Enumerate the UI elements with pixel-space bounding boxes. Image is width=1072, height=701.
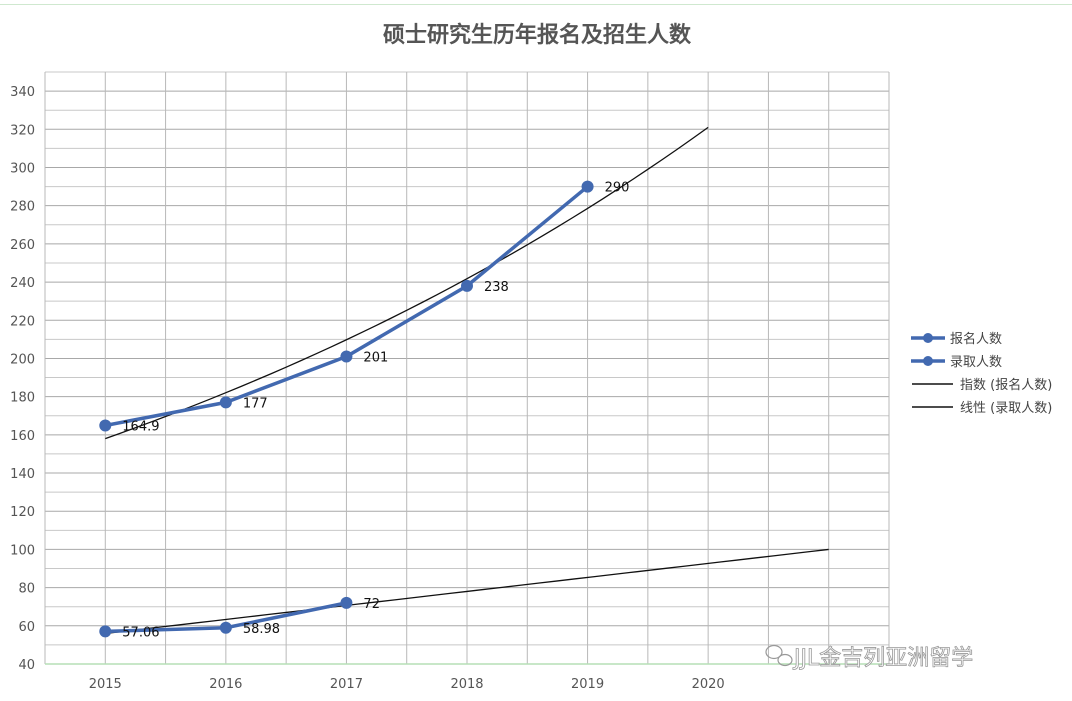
data-point	[219, 621, 232, 634]
wechat-icon	[765, 644, 793, 667]
data-label: 177	[243, 396, 268, 411]
data-label: 57.06	[122, 625, 159, 640]
x-tick-label: 2016	[209, 677, 242, 692]
top-border	[0, 4, 1072, 5]
y-tick-label: 180	[10, 391, 35, 406]
y-tick-label: 280	[10, 200, 35, 215]
trendlines	[105, 126, 829, 635]
watermark: JJL金吉列亚洲留学	[765, 644, 974, 671]
series: 164.9 177 201 238 290 57.06 58.98 72	[99, 180, 630, 640]
grid	[44, 71, 890, 665]
y-tick-label: 60	[18, 620, 35, 635]
data-point	[581, 180, 594, 193]
x-tick-label: 2017	[330, 677, 363, 692]
data-point	[340, 350, 353, 363]
watermark-text: JJL金吉列亚洲留学	[792, 646, 973, 671]
legend-label: 指数 (报名人数)	[960, 377, 1052, 393]
y-tick-label: 40	[18, 658, 35, 673]
y-tick-label: 340	[10, 85, 35, 100]
x-tick-label: 2018	[450, 677, 483, 692]
y-tick-label: 160	[10, 429, 35, 444]
data-label: 58.98	[243, 622, 280, 637]
legend-label: 报名人数	[950, 331, 1002, 347]
trendline-exponential	[105, 126, 709, 440]
y-tick-label: 100	[10, 543, 35, 558]
data-label: 201	[363, 351, 388, 366]
legend-label: 录取人数	[950, 355, 1002, 370]
y-tick-label: 220	[10, 314, 35, 329]
data-label: 290	[605, 181, 630, 196]
chart-title: 硕士研究生历年报名及招生人数	[383, 22, 692, 48]
data-label: 164.9	[122, 419, 159, 434]
y-tick-label: 300	[10, 161, 35, 176]
data-point	[99, 625, 112, 638]
legend-marker	[923, 356, 933, 366]
trendline-linear	[105, 548, 829, 635]
y-tick-label: 240	[10, 276, 35, 291]
y-tick-label: 140	[10, 467, 35, 482]
data-label: 238	[484, 280, 509, 295]
data-label: 72	[363, 597, 380, 612]
y-tick-label: 200	[10, 352, 35, 367]
axes: 40 60 80 100 120 140 160 180 200 220 240 260 280 300 3…	[10, 85, 889, 692]
data-point	[340, 596, 353, 609]
x-tick-label: 2019	[571, 677, 604, 692]
data-point	[219, 396, 232, 409]
data-point	[461, 279, 473, 292]
y-tick-label: 80	[18, 582, 35, 597]
y-tick-label: 120	[10, 505, 35, 520]
legend-marker	[923, 333, 933, 343]
x-tick-label: 2020	[692, 677, 725, 692]
legend-label: 线性 (录取人数)	[960, 401, 1052, 416]
y-tick-label: 320	[10, 123, 35, 138]
data-point	[99, 419, 112, 432]
x-tick-label: 2015	[89, 677, 122, 692]
y-tick-label: 260	[10, 238, 35, 253]
